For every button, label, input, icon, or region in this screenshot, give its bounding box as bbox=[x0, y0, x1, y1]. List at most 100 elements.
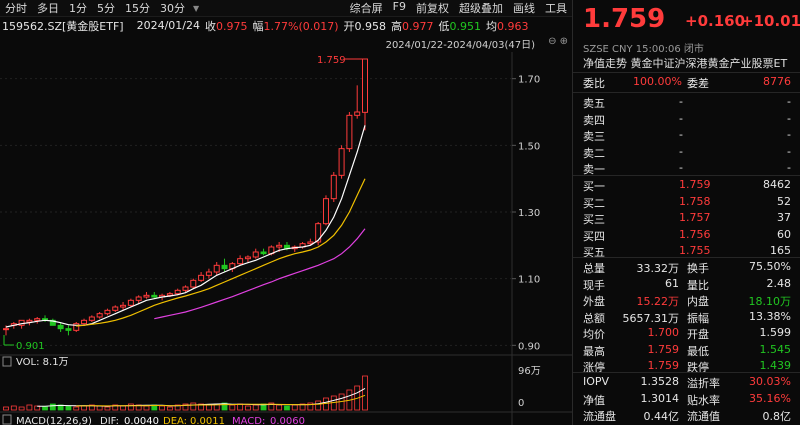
level-volume: - bbox=[787, 95, 791, 108]
candle-body bbox=[34, 318, 41, 321]
candle-body bbox=[166, 293, 173, 296]
volume-bar bbox=[182, 403, 189, 411]
stat-value: 18.10万 bbox=[748, 295, 792, 308]
candle-body bbox=[338, 148, 345, 176]
stat-label: 振幅 bbox=[687, 311, 709, 325]
stat-value: 15.22万 bbox=[636, 295, 680, 308]
zoom-icons[interactable]: ⊖ ⊕ bbox=[548, 36, 568, 47]
bar-info-line: 159562.SZ[黄金股ETF] 2024/01/24 收0.975 幅1.7… bbox=[0, 17, 572, 34]
level-volume: - bbox=[787, 111, 791, 125]
level-price: - bbox=[679, 95, 683, 108]
bid-row[interactable]: 买二 1.758 52 bbox=[573, 195, 800, 211]
tab-1min[interactable]: 1分 bbox=[69, 2, 87, 15]
stat-value: 0.8亿 bbox=[762, 410, 792, 423]
low-label: 低 bbox=[438, 19, 450, 33]
level-label: 卖一 bbox=[583, 163, 605, 176]
candle-body bbox=[143, 294, 150, 298]
stat-value: 1.759 bbox=[647, 359, 680, 372]
level-volume: 37 bbox=[777, 211, 791, 224]
high-value: 0.977 bbox=[402, 19, 434, 33]
stat-row: 现手 61 量比 2.48 bbox=[573, 277, 800, 293]
volume-bar bbox=[88, 404, 95, 411]
volume-bar bbox=[174, 404, 181, 411]
composite-screen-button[interactable]: 综合屏 bbox=[349, 2, 383, 15]
volume-bar bbox=[284, 405, 290, 411]
volume-bar bbox=[3, 406, 9, 411]
volume-bar bbox=[362, 375, 368, 411]
ask-row[interactable]: 卖二 - - bbox=[573, 145, 800, 161]
candle-body bbox=[73, 323, 80, 331]
macd-label: DEA: bbox=[163, 416, 187, 425]
candle-body bbox=[213, 264, 220, 273]
ma5-line bbox=[5, 125, 366, 328]
stat-row: 净值 1.3014 贴水率 35.16% bbox=[573, 392, 800, 408]
super-overlay-button[interactable]: 超级叠加 bbox=[459, 2, 503, 15]
kline-chart[interactable]: 1.70 1.50 1.30 1.10 0.90 1.759 0.901 96万 0 VOL: 8… bbox=[0, 52, 572, 425]
stat-label: 流通盘 bbox=[583, 410, 616, 423]
order-diff-value: 8776 bbox=[763, 75, 791, 88]
tab-30min[interactable]: 30分 bbox=[160, 2, 185, 15]
triangle-down-icon[interactable]: ▼ bbox=[193, 3, 200, 13]
high-label: 高 bbox=[391, 19, 403, 33]
ask-row[interactable]: 卖五 - - bbox=[573, 95, 800, 111]
candle-body bbox=[88, 316, 95, 321]
candle-body bbox=[330, 174, 337, 200]
order-diff-label: 委差 bbox=[687, 77, 709, 90]
ask-row[interactable]: 卖四 - - bbox=[573, 112, 800, 128]
stat-label: 贴水率 bbox=[687, 393, 720, 407]
low-value: 0.951 bbox=[449, 19, 482, 33]
macd-label: MACD: bbox=[232, 416, 265, 425]
macd-label: MACD(12,26,9) bbox=[16, 416, 92, 425]
tab-15min[interactable]: 15分 bbox=[125, 2, 150, 15]
bid-row[interactable]: 买五 1.755 165 bbox=[573, 244, 800, 260]
bid-row[interactable]: 买一 1.759 8462 bbox=[573, 178, 800, 194]
stat-label: IOPV bbox=[583, 375, 610, 388]
order-ratio-label: 委比 bbox=[583, 77, 605, 90]
volume-bar bbox=[104, 406, 111, 411]
kline-chart-area[interactable]: 1.70 1.50 1.30 1.10 0.90 1.759 0.901 96万 0 VOL: 8… bbox=[0, 52, 572, 425]
stat-label: 开盘 bbox=[687, 328, 709, 341]
candle-body bbox=[260, 251, 267, 255]
ask-row[interactable]: 卖三 - - bbox=[573, 128, 800, 144]
volume-bar bbox=[143, 405, 150, 411]
candle-body bbox=[252, 251, 259, 258]
bid-row[interactable]: 买四 1.756 60 bbox=[573, 228, 800, 244]
candle-body bbox=[3, 328, 9, 331]
forward-adjust-button[interactable]: 前复权 bbox=[416, 2, 449, 15]
tab-multiday[interactable]: 多日 bbox=[37, 2, 59, 15]
fund-name[interactable]: 净值走势 黄金中证沪深港黄金产业股票ET bbox=[583, 57, 788, 70]
stat-value: 1.439 bbox=[759, 359, 792, 372]
candle-body bbox=[104, 309, 111, 315]
candle-body bbox=[315, 223, 322, 243]
date-range[interactable]: 2024/01/22-2024/04/03(47日) bbox=[385, 40, 535, 51]
candle-body bbox=[205, 271, 212, 276]
volume-bar bbox=[299, 403, 306, 411]
candle-body bbox=[346, 114, 353, 150]
candle-body bbox=[237, 258, 244, 265]
level-volume: 60 bbox=[777, 227, 791, 241]
stat-value: 33.32万 bbox=[636, 262, 680, 275]
tab-timeshare[interactable]: 分时 bbox=[5, 2, 27, 15]
stat-label: 溢折率 bbox=[687, 377, 720, 390]
level-price: 1.758 bbox=[679, 194, 711, 208]
stat-value: 0.44亿 bbox=[643, 410, 680, 423]
ask-row[interactable]: 卖一 - - bbox=[573, 161, 800, 177]
stat-value: 2.48 bbox=[766, 276, 792, 290]
stat-label: 总量 bbox=[583, 262, 605, 275]
candle-body bbox=[96, 313, 103, 318]
tools-button[interactable]: 工具 bbox=[545, 2, 567, 15]
y-tick-label: 1.10 bbox=[518, 275, 540, 286]
tab-5min[interactable]: 5分 bbox=[97, 2, 115, 15]
candle-body bbox=[120, 304, 127, 308]
stat-row: IOPV 1.3528 溢折率 30.03% bbox=[573, 375, 800, 391]
stat-row: 最高 1.759 最低 1.545 bbox=[573, 343, 800, 359]
max-price-label: 1.759 bbox=[317, 55, 346, 66]
vol-max-label: 96万 bbox=[518, 366, 541, 377]
draw-line-button[interactable]: 画线 bbox=[513, 2, 535, 15]
y-tick-label: 1.50 bbox=[518, 141, 540, 152]
stat-row: 总额 5657.31万 振幅 13.38% bbox=[573, 310, 800, 326]
ma20-line bbox=[154, 228, 366, 320]
f9-button[interactable]: F9 bbox=[392, 0, 406, 13]
stat-value: 13.38% bbox=[749, 309, 791, 323]
bid-row[interactable]: 买三 1.757 37 bbox=[573, 211, 800, 227]
